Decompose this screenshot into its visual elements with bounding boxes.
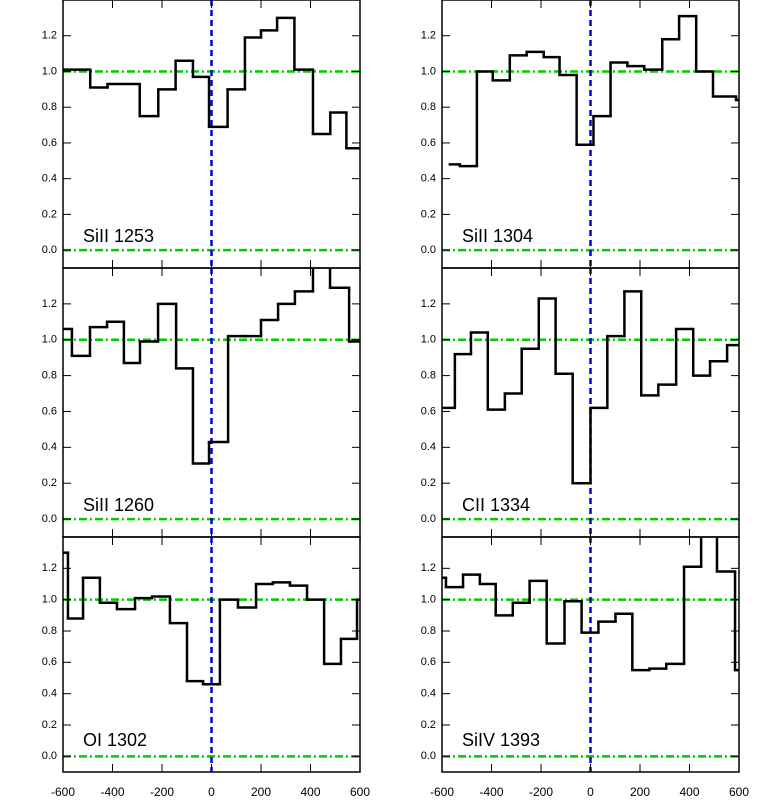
y-tick-label: 1.2 <box>421 30 436 42</box>
y-tick-label: 0.8 <box>421 101 436 113</box>
y-tick-label: 0.2 <box>42 477 57 489</box>
x-tick-label: -200 <box>529 785 553 799</box>
x-tick-label: -400 <box>100 785 124 799</box>
panel-label: SiII 1304 <box>462 226 533 246</box>
y-tick-label: 0.4 <box>421 688 436 700</box>
x-tick-label: -200 <box>150 785 174 799</box>
panel <box>63 537 360 772</box>
y-tick-label: 1.2 <box>421 298 436 310</box>
y-tick-label: 0.2 <box>421 208 436 220</box>
y-tick-label: 0.0 <box>42 513 57 525</box>
y-tick-label: 1.0 <box>421 334 436 346</box>
panel-label: OI 1302 <box>83 730 147 750</box>
y-tick-label: 0.4 <box>42 173 57 185</box>
y-tick-label: 0.6 <box>421 656 436 668</box>
y-tick-label: 1.2 <box>42 30 57 42</box>
panel <box>442 537 739 772</box>
x-tick-label: 400 <box>300 785 320 799</box>
x-tick-label: 0 <box>587 785 594 799</box>
y-tick-label: 0.0 <box>421 750 436 762</box>
y-tick-label: 0.0 <box>421 513 436 525</box>
panel-label: SiIV 1393 <box>462 730 540 750</box>
y-tick-label: 0.8 <box>42 625 57 637</box>
y-tick-label: 1.2 <box>42 562 57 574</box>
x-tick-label: 0 <box>208 785 215 799</box>
y-tick-label: 0.4 <box>421 173 436 185</box>
y-tick-label: 0.8 <box>421 370 436 382</box>
y-tick-label: 0.6 <box>42 137 57 149</box>
y-tick-label: 1.0 <box>421 65 436 77</box>
y-tick-label: 0.2 <box>42 208 57 220</box>
x-tick-label: 600 <box>729 785 749 799</box>
y-tick-label: 1.2 <box>42 298 57 310</box>
y-tick-label: 0.6 <box>421 137 436 149</box>
y-tick-label: 0.8 <box>421 625 436 637</box>
y-tick-label: 0.4 <box>42 688 57 700</box>
y-tick-label: 0.0 <box>421 244 436 256</box>
panel-label: CII 1334 <box>462 495 530 515</box>
y-tick-label: 0.0 <box>42 244 57 256</box>
y-tick-label: 1.0 <box>42 65 57 77</box>
y-tick-label: 0.8 <box>42 101 57 113</box>
panel <box>442 268 739 537</box>
x-tick-label: 200 <box>630 785 650 799</box>
y-tick-label: 1.0 <box>42 334 57 346</box>
y-tick-label: 0.6 <box>421 405 436 417</box>
y-tick-label: 0.6 <box>42 656 57 668</box>
y-tick-label: 0.2 <box>42 719 57 731</box>
panel <box>63 0 360 268</box>
y-tick-label: 1.0 <box>42 594 57 606</box>
x-tick-label: 400 <box>679 785 699 799</box>
y-tick-label: 1.2 <box>421 562 436 574</box>
x-tick-label: -400 <box>479 785 503 799</box>
x-tick-label: -600 <box>51 785 75 799</box>
y-tick-label: 0.4 <box>42 441 57 453</box>
x-tick-label: -600 <box>430 785 454 799</box>
y-tick-label: 0.6 <box>42 405 57 417</box>
y-tick-label: 0.2 <box>421 477 436 489</box>
panel-label: SiII 1253 <box>83 226 154 246</box>
y-tick-label: 0.0 <box>42 750 57 762</box>
y-tick-label: 0.4 <box>421 441 436 453</box>
y-tick-label: 0.8 <box>42 370 57 382</box>
panel <box>442 0 739 268</box>
x-tick-label: 600 <box>350 785 370 799</box>
y-tick-label: 0.2 <box>421 719 436 731</box>
panel-label: SiII 1260 <box>83 495 154 515</box>
y-tick-label: 1.0 <box>421 594 436 606</box>
panel <box>63 268 360 537</box>
x-tick-label: 200 <box>251 785 271 799</box>
